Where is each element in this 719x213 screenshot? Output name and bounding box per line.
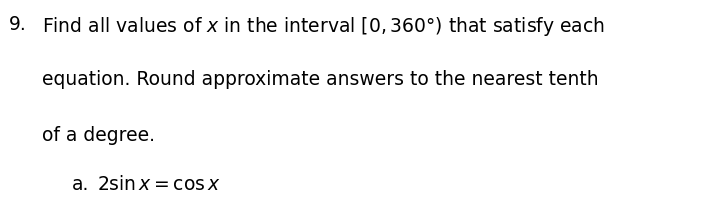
Text: a.: a. — [72, 175, 89, 194]
Text: Find all values of $x$ in the interval $[0, 360°)$ that satisfy each: Find all values of $x$ in the interval $… — [42, 15, 605, 38]
Text: of a degree.: of a degree. — [42, 126, 155, 145]
Text: equation. Round approximate answers to the nearest tenth: equation. Round approximate answers to t… — [42, 70, 598, 89]
Text: 9.: 9. — [9, 15, 27, 34]
Text: $2 \sin x = \cos x$: $2 \sin x = \cos x$ — [97, 175, 221, 194]
